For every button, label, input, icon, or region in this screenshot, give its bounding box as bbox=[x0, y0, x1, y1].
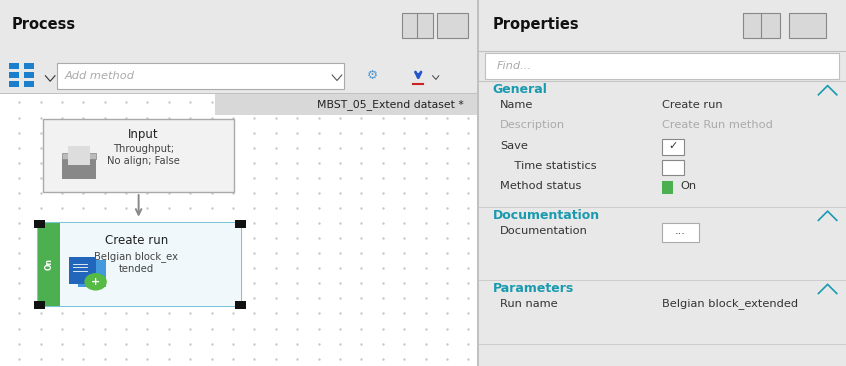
Text: ...: ... bbox=[675, 225, 686, 236]
Text: Description: Description bbox=[500, 120, 565, 130]
FancyBboxPatch shape bbox=[235, 220, 245, 228]
Text: On: On bbox=[680, 182, 696, 191]
FancyBboxPatch shape bbox=[8, 72, 19, 78]
FancyBboxPatch shape bbox=[437, 13, 469, 38]
FancyBboxPatch shape bbox=[662, 160, 684, 175]
FancyBboxPatch shape bbox=[662, 223, 699, 242]
FancyBboxPatch shape bbox=[402, 13, 432, 38]
Text: Documentation: Documentation bbox=[500, 225, 588, 236]
Text: Save: Save bbox=[500, 141, 528, 151]
Text: +: + bbox=[91, 277, 100, 287]
FancyBboxPatch shape bbox=[78, 260, 106, 287]
Text: Add method: Add method bbox=[64, 71, 135, 81]
Text: On: On bbox=[45, 258, 53, 270]
FancyBboxPatch shape bbox=[215, 94, 478, 115]
Text: ⚙: ⚙ bbox=[367, 69, 378, 82]
FancyBboxPatch shape bbox=[0, 0, 478, 49]
Text: Find...: Find... bbox=[497, 61, 531, 71]
Text: Properties: Properties bbox=[492, 18, 580, 32]
FancyBboxPatch shape bbox=[60, 223, 241, 306]
Text: MBST_05_Extend dataset *: MBST_05_Extend dataset * bbox=[317, 99, 464, 110]
Text: Time statistics: Time statistics bbox=[500, 161, 596, 171]
Text: ✓: ✓ bbox=[668, 141, 678, 151]
FancyBboxPatch shape bbox=[58, 63, 344, 89]
Text: General: General bbox=[492, 83, 547, 96]
FancyBboxPatch shape bbox=[235, 301, 245, 309]
FancyBboxPatch shape bbox=[68, 146, 90, 165]
FancyBboxPatch shape bbox=[34, 220, 45, 228]
Text: Create Run method: Create Run method bbox=[662, 120, 773, 130]
FancyBboxPatch shape bbox=[24, 63, 35, 69]
Text: Belgian block_extended: Belgian block_extended bbox=[662, 298, 798, 309]
FancyBboxPatch shape bbox=[789, 13, 826, 38]
FancyBboxPatch shape bbox=[8, 63, 19, 69]
FancyBboxPatch shape bbox=[662, 139, 684, 154]
FancyBboxPatch shape bbox=[24, 72, 35, 78]
Text: Run name: Run name bbox=[500, 299, 558, 309]
FancyBboxPatch shape bbox=[478, 0, 846, 49]
Text: Create run: Create run bbox=[662, 100, 722, 110]
FancyBboxPatch shape bbox=[662, 181, 673, 194]
Text: Parameters: Parameters bbox=[492, 282, 574, 295]
Text: Belgian block_ex
tended: Belgian block_ex tended bbox=[94, 251, 179, 274]
FancyBboxPatch shape bbox=[0, 93, 478, 366]
Text: Documentation: Documentation bbox=[492, 209, 600, 222]
Text: Input: Input bbox=[128, 128, 159, 141]
FancyBboxPatch shape bbox=[43, 119, 234, 192]
Text: Throughput;
No align; False: Throughput; No align; False bbox=[107, 144, 180, 166]
FancyBboxPatch shape bbox=[8, 81, 19, 87]
FancyBboxPatch shape bbox=[34, 301, 45, 309]
FancyBboxPatch shape bbox=[38, 223, 60, 306]
Text: Create run: Create run bbox=[105, 234, 168, 247]
FancyBboxPatch shape bbox=[69, 257, 96, 284]
Text: Name: Name bbox=[500, 100, 534, 110]
FancyBboxPatch shape bbox=[486, 53, 838, 79]
FancyBboxPatch shape bbox=[0, 49, 478, 93]
FancyBboxPatch shape bbox=[62, 159, 96, 179]
FancyBboxPatch shape bbox=[24, 81, 35, 87]
FancyBboxPatch shape bbox=[743, 13, 780, 38]
Text: Process: Process bbox=[12, 18, 76, 32]
Text: Method status: Method status bbox=[500, 182, 581, 191]
FancyBboxPatch shape bbox=[38, 223, 241, 306]
FancyBboxPatch shape bbox=[62, 153, 96, 159]
Circle shape bbox=[85, 274, 106, 290]
